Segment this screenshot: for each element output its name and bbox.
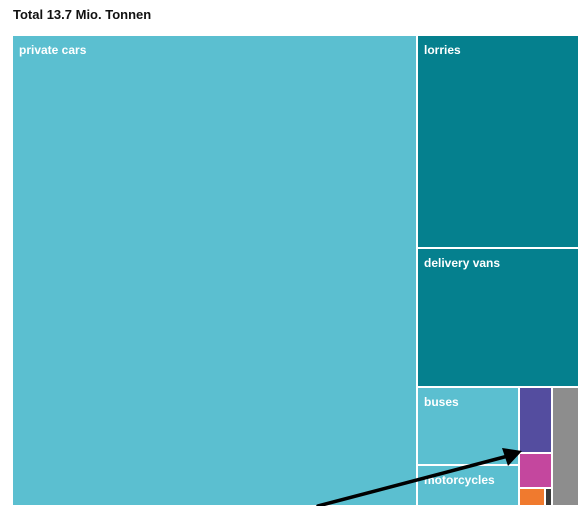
treemap-cell-dark[interactable] xyxy=(545,488,552,506)
treemap-cell-motorcycles[interactable]: motorcycles xyxy=(417,465,519,506)
treemap-cell-private-cars[interactable]: private cars xyxy=(12,35,417,506)
treemap-cell-grey[interactable] xyxy=(552,387,579,506)
cell-label: private cars xyxy=(19,43,87,57)
treemap-cell-purple[interactable] xyxy=(519,387,552,453)
cell-label: motorcycles xyxy=(424,473,495,487)
chart-title: Total 13.7 Mio. Tonnen xyxy=(13,7,152,22)
treemap-cell-delivery-vans[interactable]: delivery vans xyxy=(417,248,579,387)
treemap-cell-buses[interactable]: buses xyxy=(417,387,519,465)
treemap-cell-orange[interactable] xyxy=(519,488,545,506)
treemap-cell-magenta[interactable] xyxy=(519,453,552,488)
cell-label: buses xyxy=(424,395,459,409)
cell-label: lorries xyxy=(424,43,461,57)
cell-label: delivery vans xyxy=(424,256,501,270)
treemap-cell-lorries[interactable]: lorries xyxy=(417,35,579,248)
